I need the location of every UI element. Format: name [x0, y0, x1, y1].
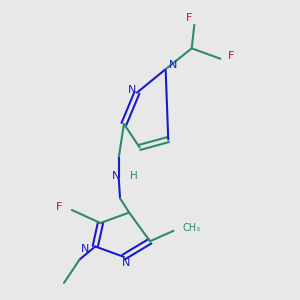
Text: F: F: [186, 13, 192, 23]
Text: N: N: [112, 171, 120, 181]
Text: N: N: [169, 60, 178, 70]
Text: N: N: [122, 258, 131, 268]
Text: N: N: [81, 244, 89, 254]
Text: H: H: [130, 171, 138, 181]
Text: F: F: [56, 202, 63, 212]
Text: CH₃: CH₃: [183, 223, 201, 233]
Text: N: N: [128, 85, 136, 95]
Text: F: F: [228, 51, 234, 61]
